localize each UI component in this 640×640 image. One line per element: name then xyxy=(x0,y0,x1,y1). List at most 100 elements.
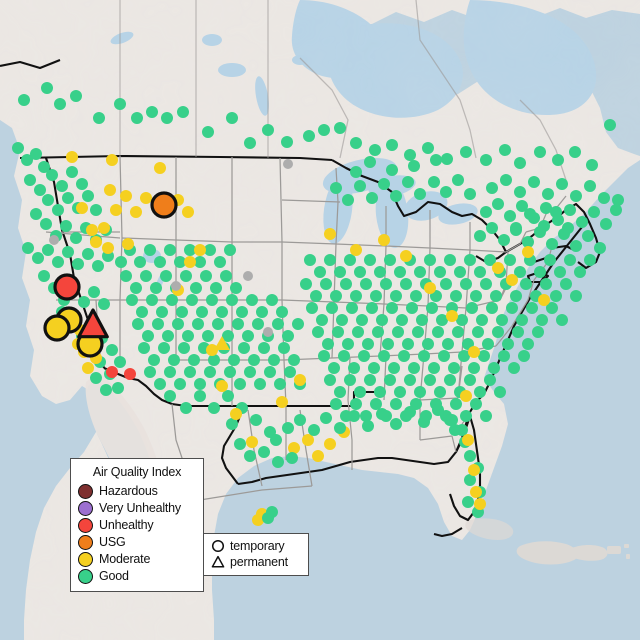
aqi-point[interactable] xyxy=(516,200,528,212)
aqi-point[interactable] xyxy=(514,157,526,169)
aqi-point[interactable] xyxy=(404,149,416,161)
aqi-point[interactable] xyxy=(358,350,370,362)
aqi-point[interactable] xyxy=(569,146,581,158)
aqi-point[interactable] xyxy=(504,210,516,222)
aqi-point[interactable] xyxy=(564,254,576,266)
aqi-point[interactable] xyxy=(432,404,444,416)
aqi-point[interactable] xyxy=(202,126,214,138)
aqi-marker-temporary[interactable] xyxy=(43,314,71,342)
aqi-point[interactable] xyxy=(316,314,328,326)
aqi-point[interactable] xyxy=(90,236,102,248)
aqi-point[interactable] xyxy=(464,450,476,462)
aqi-point[interactable] xyxy=(294,414,306,426)
aqi-point[interactable] xyxy=(486,222,498,234)
legend-item-permanent[interactable]: permanent xyxy=(210,554,302,570)
aqi-point[interactable] xyxy=(82,248,94,260)
aqi-point[interactable] xyxy=(246,294,258,306)
aqi-point[interactable] xyxy=(464,474,476,486)
aqi-point[interactable] xyxy=(450,398,462,410)
aqi-point[interactable] xyxy=(574,266,586,278)
aqi-point[interactable] xyxy=(194,378,206,390)
aqi-point[interactable] xyxy=(52,256,64,268)
aqi-point[interactable] xyxy=(38,270,50,282)
aqi-point[interactable] xyxy=(12,142,24,154)
aqi-point[interactable] xyxy=(610,204,622,216)
aqi-point[interactable] xyxy=(544,254,556,266)
aqi-point[interactable] xyxy=(510,290,522,302)
aqi-point[interactable] xyxy=(460,390,472,402)
aqi-point[interactable] xyxy=(266,506,278,518)
aqi-point[interactable] xyxy=(320,278,332,290)
aqi-point[interactable] xyxy=(378,178,390,190)
aqi-point[interactable] xyxy=(166,294,178,306)
aqi-point[interactable] xyxy=(538,294,550,306)
aqi-point[interactable] xyxy=(86,224,98,236)
aqi-point[interactable] xyxy=(154,378,166,390)
aqi-point[interactable] xyxy=(440,278,452,290)
aqi-point[interactable] xyxy=(452,326,464,338)
aqi-point[interactable] xyxy=(412,326,424,338)
aqi-point[interactable] xyxy=(392,326,404,338)
aqi-point[interactable] xyxy=(514,186,526,198)
aqi-point[interactable] xyxy=(498,234,510,246)
aqi-point[interactable] xyxy=(182,206,194,218)
aqi-point[interactable] xyxy=(386,302,398,314)
aqi-point[interactable] xyxy=(500,174,512,186)
aqi-point[interactable] xyxy=(320,412,332,424)
aqi-point[interactable] xyxy=(38,161,50,173)
aqi-point[interactable] xyxy=(220,270,232,282)
aqi-point[interactable] xyxy=(288,442,300,454)
aqi-point[interactable] xyxy=(402,176,414,188)
aqi-point[interactable] xyxy=(334,386,346,398)
aqi-point[interactable] xyxy=(470,398,482,410)
aqi-point[interactable] xyxy=(350,166,362,178)
aqi-point[interactable] xyxy=(131,112,143,124)
aqi-point[interactable] xyxy=(194,256,206,268)
aqi-point[interactable] xyxy=(76,202,88,214)
aqi-point[interactable] xyxy=(348,410,360,422)
aqi-point[interactable] xyxy=(230,408,242,420)
aqi-point[interactable] xyxy=(30,148,42,160)
aqi-point[interactable] xyxy=(560,278,572,290)
aqi-point[interactable] xyxy=(270,434,282,446)
aqi-point[interactable] xyxy=(546,302,558,314)
aqi-point[interactable] xyxy=(34,184,46,196)
aqi-point[interactable] xyxy=(441,153,453,165)
aqi-point[interactable] xyxy=(162,330,174,342)
aqi-point[interactable] xyxy=(106,344,118,356)
aqi-point[interactable] xyxy=(514,266,526,278)
aqi-point[interactable] xyxy=(400,250,412,262)
aqi-point[interactable] xyxy=(126,294,138,306)
aqi-point[interactable] xyxy=(138,342,150,354)
aqi-point[interactable] xyxy=(434,386,446,398)
aqi-point[interactable] xyxy=(186,294,198,306)
aqi-point[interactable] xyxy=(294,374,306,386)
aqi-point[interactable] xyxy=(324,374,336,386)
aqi-point[interactable] xyxy=(210,282,222,294)
aqi-point[interactable] xyxy=(282,330,294,342)
aqi-point[interactable] xyxy=(242,330,254,342)
aqi-point[interactable] xyxy=(49,235,59,245)
aqi-point[interactable] xyxy=(190,282,202,294)
aqi-point[interactable] xyxy=(350,137,362,149)
aqi-point[interactable] xyxy=(180,270,192,282)
aqi-point[interactable] xyxy=(600,218,612,230)
aqi-point[interactable] xyxy=(446,310,458,322)
aqi-point[interactable] xyxy=(312,326,324,338)
aqi-point[interactable] xyxy=(60,220,72,232)
aqi-point[interactable] xyxy=(334,266,346,278)
aqi-point[interactable] xyxy=(564,204,576,216)
aqi-point[interactable] xyxy=(464,254,476,266)
aqi-point[interactable] xyxy=(226,294,238,306)
aqi-point[interactable] xyxy=(184,244,196,256)
aqi-point[interactable] xyxy=(114,98,126,110)
aqi-point[interactable] xyxy=(516,314,528,326)
aqi-point[interactable] xyxy=(470,486,482,498)
aqi-point[interactable] xyxy=(480,154,492,166)
aqi-point[interactable] xyxy=(194,244,206,256)
aqi-point[interactable] xyxy=(303,130,315,142)
aqi-point[interactable] xyxy=(510,222,522,234)
aqi-point[interactable] xyxy=(428,176,440,188)
aqi-point[interactable] xyxy=(436,314,448,326)
aqi-point[interactable] xyxy=(256,306,268,318)
